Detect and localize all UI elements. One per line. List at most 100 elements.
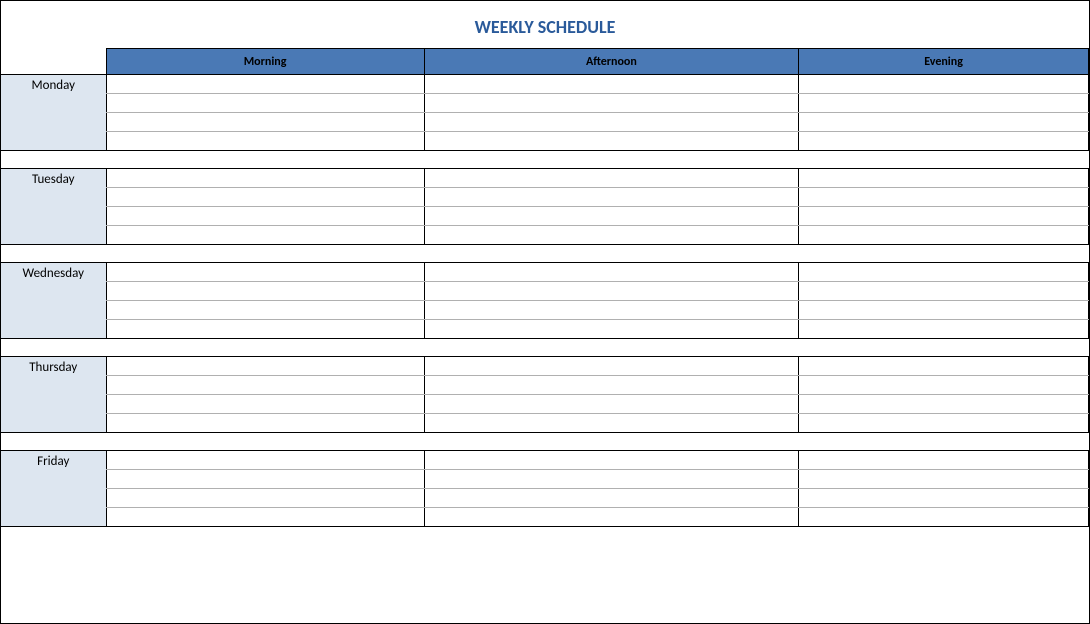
entry-cell[interactable] [424, 357, 799, 376]
entry-cell[interactable] [799, 508, 1089, 527]
entry-cell[interactable] [424, 75, 799, 94]
entry-cell[interactable] [424, 226, 799, 245]
entry-row [1, 94, 1089, 113]
entry-cell[interactable] [799, 376, 1089, 395]
page-title: WEEKLY SCHEDULE [1, 1, 1089, 48]
entry-cell[interactable] [424, 508, 799, 527]
entry-cell[interactable] [106, 508, 424, 527]
divider-cell [1, 245, 1089, 263]
entry-cell[interactable] [106, 75, 424, 94]
entry-cell[interactable] [424, 451, 799, 470]
entry-row [1, 376, 1089, 395]
entry-cell[interactable] [799, 414, 1089, 433]
day-label-thursday: Thursday [1, 357, 106, 433]
entry-cell[interactable] [424, 489, 799, 508]
day-label-monday: Monday [1, 75, 106, 151]
divider-row [1, 151, 1089, 169]
entry-cell[interactable] [106, 282, 424, 301]
entry-cell[interactable] [106, 94, 424, 113]
entry-row [1, 395, 1089, 414]
divider-row [1, 433, 1089, 451]
entry-cell[interactable] [106, 451, 424, 470]
entry-row: Friday [1, 451, 1089, 470]
entry-cell[interactable] [106, 357, 424, 376]
entry-cell[interactable] [799, 113, 1089, 132]
entry-row [1, 508, 1089, 527]
entry-cell[interactable] [799, 207, 1089, 226]
entry-row [1, 188, 1089, 207]
entry-cell[interactable] [106, 470, 424, 489]
entry-row [1, 320, 1089, 339]
entry-row [1, 301, 1089, 320]
entry-cell[interactable] [106, 376, 424, 395]
entry-cell[interactable] [799, 94, 1089, 113]
divider-cell [1, 339, 1089, 357]
entry-cell[interactable] [424, 263, 799, 282]
entry-cell[interactable] [424, 207, 799, 226]
entry-cell[interactable] [799, 75, 1089, 94]
entry-cell[interactable] [424, 470, 799, 489]
entry-row: Tuesday [1, 169, 1089, 188]
entry-cell[interactable] [424, 395, 799, 414]
entry-cell[interactable] [424, 188, 799, 207]
entry-cell[interactable] [799, 357, 1089, 376]
entry-cell[interactable] [424, 301, 799, 320]
day-label-friday: Friday [1, 451, 106, 527]
entry-cell[interactable] [799, 169, 1089, 188]
entry-cell[interactable] [424, 376, 799, 395]
entry-row [1, 282, 1089, 301]
entry-cell[interactable] [106, 226, 424, 245]
entry-cell[interactable] [799, 226, 1089, 245]
entry-cell[interactable] [799, 301, 1089, 320]
entry-row: Monday [1, 75, 1089, 94]
entry-row [1, 226, 1089, 245]
entry-cell[interactable] [424, 169, 799, 188]
entry-row [1, 470, 1089, 489]
entry-cell[interactable] [799, 282, 1089, 301]
entry-cell[interactable] [106, 301, 424, 320]
divider-cell [1, 433, 1089, 451]
entry-row: Thursday [1, 357, 1089, 376]
entry-cell[interactable] [106, 113, 424, 132]
day-label-tuesday: Tuesday [1, 169, 106, 245]
header-period-afternoon: Afternoon [424, 49, 799, 75]
entry-cell[interactable] [106, 320, 424, 339]
header-period-morning: Morning [106, 49, 424, 75]
entry-cell[interactable] [799, 263, 1089, 282]
divider-row [1, 339, 1089, 357]
entry-cell[interactable] [106, 207, 424, 226]
entry-cell[interactable] [799, 132, 1089, 151]
entry-cell[interactable] [106, 395, 424, 414]
divider-row [1, 245, 1089, 263]
entry-cell[interactable] [799, 395, 1089, 414]
entry-cell[interactable] [424, 320, 799, 339]
entry-cell[interactable] [799, 188, 1089, 207]
entry-row [1, 414, 1089, 433]
entry-cell[interactable] [106, 489, 424, 508]
header-row: MorningAfternoonEvening [1, 49, 1089, 75]
entry-row [1, 132, 1089, 151]
entry-cell[interactable] [424, 113, 799, 132]
schedule-grid: MorningAfternoonEveningMondayTuesdayWedn… [1, 48, 1089, 527]
entry-cell[interactable] [106, 132, 424, 151]
entry-cell[interactable] [106, 263, 424, 282]
entry-cell[interactable] [799, 451, 1089, 470]
entry-cell[interactable] [424, 282, 799, 301]
entry-row: Wednesday [1, 263, 1089, 282]
entry-cell[interactable] [106, 169, 424, 188]
entry-cell[interactable] [799, 489, 1089, 508]
header-period-evening: Evening [799, 49, 1089, 75]
entry-cell[interactable] [106, 188, 424, 207]
entry-cell[interactable] [424, 94, 799, 113]
entry-cell[interactable] [106, 414, 424, 433]
divider-cell [1, 151, 1089, 169]
schedule-page: WEEKLY SCHEDULE MorningAfternoonEveningM… [0, 0, 1090, 624]
entry-row [1, 489, 1089, 508]
entry-cell[interactable] [799, 470, 1089, 489]
day-label-wednesday: Wednesday [1, 263, 106, 339]
entry-cell[interactable] [424, 414, 799, 433]
entry-row [1, 113, 1089, 132]
entry-cell[interactable] [799, 320, 1089, 339]
entry-row [1, 207, 1089, 226]
entry-cell[interactable] [424, 132, 799, 151]
